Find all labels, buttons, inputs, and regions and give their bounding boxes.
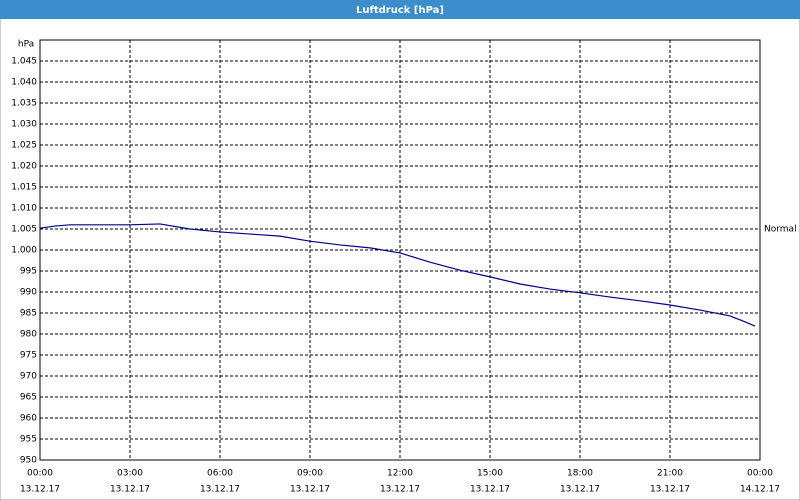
- x-tick-label: 09:00: [297, 469, 323, 479]
- x-tick-date: 13.12.17: [380, 485, 420, 495]
- x-tick-label: 00:00: [27, 469, 53, 479]
- y-tick-label: 1.005: [11, 225, 37, 235]
- y-tick-label: 965: [20, 393, 37, 403]
- y-tick-label: 1.015: [11, 183, 37, 193]
- x-tick-date: 13.12.17: [200, 485, 240, 495]
- x-tick-label: 15:00: [477, 469, 503, 479]
- y-tick-label: 1.010: [11, 204, 37, 214]
- y-tick-label: 1.030: [11, 120, 37, 130]
- x-tick-date: 13.12.17: [560, 485, 600, 495]
- x-tick-date: 13.12.17: [650, 485, 690, 495]
- y-tick-label: 1.000: [11, 246, 37, 256]
- x-tick-label: 18:00: [567, 469, 593, 479]
- title-bar: [0, 0, 800, 19]
- y-tick-label: 985: [20, 309, 37, 319]
- data-line: [39, 223, 756, 327]
- x-tick-date: 14.12.17: [740, 485, 780, 495]
- x-tick-date: 13.12.17: [110, 485, 150, 495]
- x-tick-label: 00:00: [747, 469, 773, 479]
- y-tick-label: 990: [20, 288, 37, 298]
- x-tick-label: 12:00: [387, 469, 413, 479]
- y-tick-label: 1.040: [11, 78, 37, 88]
- x-tick-label: 06:00: [207, 469, 233, 479]
- x-tick-date: 13.12.17: [470, 485, 510, 495]
- y-tick-label: 960: [20, 414, 37, 424]
- y-tick-label: 1.025: [11, 141, 37, 151]
- y-tick-label: 1.035: [11, 99, 37, 109]
- x-tick-label: 03:00: [117, 469, 143, 479]
- x-tick-label: 21:00: [657, 469, 683, 479]
- y-tick-label: 955: [20, 435, 37, 445]
- reference-label: Normal: [764, 225, 797, 235]
- y-tick-label: 1.045: [11, 57, 37, 67]
- x-tick-date: 13.12.17: [290, 485, 330, 495]
- chart-title: Luftdruck [hPa]: [356, 5, 444, 16]
- y-tick-label: 995: [20, 267, 37, 277]
- y-tick-label: 1.020: [11, 162, 37, 172]
- y-tick-label: 975: [20, 351, 37, 361]
- y-tick-label: 980: [20, 330, 37, 340]
- y-tick-label: 970: [20, 372, 37, 382]
- y-unit: hPa: [18, 40, 34, 50]
- y-tick-label: 950: [20, 456, 37, 466]
- x-tick-date: 13.12.17: [20, 485, 60, 495]
